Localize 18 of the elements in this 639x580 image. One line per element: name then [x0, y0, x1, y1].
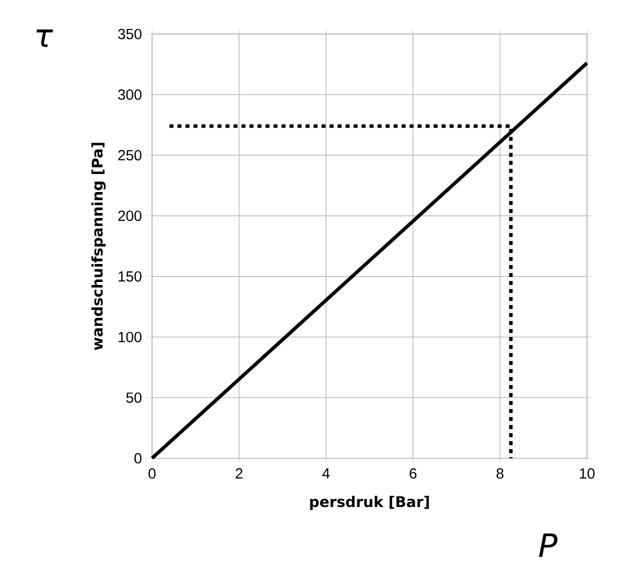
x-tick-label: 2: [236, 468, 242, 478]
x-tick-label: 8: [496, 468, 504, 479]
y-axis-title: wandschuifspanning [Pa]: [91, 142, 106, 350]
text: τ: [36, 29, 54, 47]
x-tick-label: 0: [148, 468, 156, 479]
y-tick-label: 300: [118, 89, 142, 100]
x-tick-label: 4: [322, 468, 330, 478]
x-tick-label: 6: [410, 468, 416, 479]
y-tick-label: 100: [118, 332, 142, 342]
y-tick-label: 250: [118, 150, 142, 160]
y-tick-label: 50: [126, 392, 142, 403]
text: P: [539, 533, 558, 557]
x-axis-title: persdruk [Bar]: [310, 496, 429, 510]
x-tick-label: 10: [580, 468, 595, 479]
y-tick-label: 150: [118, 271, 142, 282]
y-tick-label: 200: [118, 210, 142, 221]
y-tick-label: 0: [134, 452, 142, 464]
y-tick-label: 350: [118, 28, 142, 40]
